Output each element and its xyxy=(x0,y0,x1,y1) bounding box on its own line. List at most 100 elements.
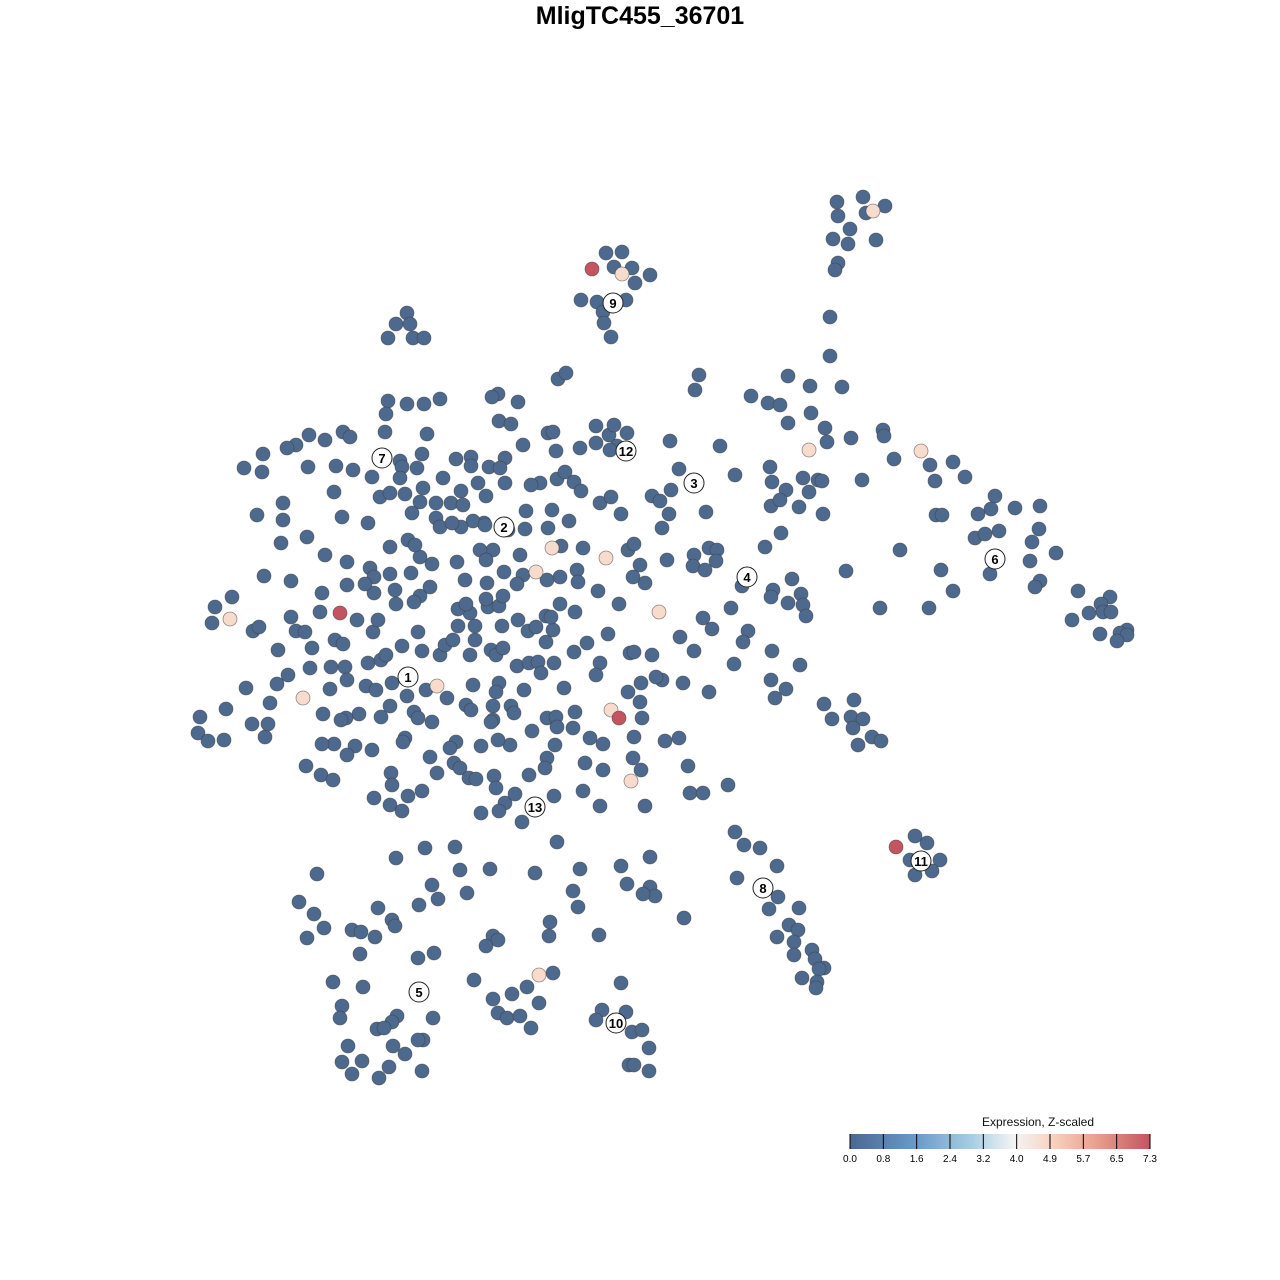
data-point xyxy=(382,698,398,714)
data-point xyxy=(549,834,565,850)
data-point xyxy=(352,946,368,962)
data-point xyxy=(855,189,871,205)
data-point xyxy=(494,618,510,634)
data-point xyxy=(256,568,272,584)
data-point xyxy=(575,783,591,799)
data-point xyxy=(784,571,800,587)
data-point xyxy=(484,389,500,405)
data-point xyxy=(415,480,431,496)
data-point xyxy=(544,502,560,518)
data-point xyxy=(224,589,240,605)
data-point xyxy=(540,520,556,536)
cluster-label-badge xyxy=(602,292,624,314)
data-point xyxy=(482,861,498,877)
data-point xyxy=(572,861,588,877)
data-point xyxy=(332,1010,348,1026)
data-point xyxy=(342,429,358,445)
data-point xyxy=(561,513,577,529)
data-point xyxy=(633,675,649,691)
cluster-label-badge xyxy=(752,877,774,899)
data-point xyxy=(635,886,651,902)
data-point xyxy=(429,765,445,781)
data-point xyxy=(1070,583,1086,599)
data-point xyxy=(627,275,643,291)
data-point xyxy=(450,618,466,634)
data-point xyxy=(773,525,789,541)
data-point xyxy=(207,599,223,615)
data-point xyxy=(388,850,404,866)
data-point xyxy=(260,716,276,732)
data-point xyxy=(216,732,232,748)
data-point xyxy=(945,454,961,470)
data-point xyxy=(872,600,888,616)
data-point xyxy=(275,495,291,511)
data-point xyxy=(254,464,270,480)
data-point xyxy=(913,443,929,459)
data-point xyxy=(465,677,481,693)
data-point xyxy=(808,980,824,996)
data-point xyxy=(1027,579,1043,595)
data-point xyxy=(519,979,535,995)
data-point xyxy=(829,194,845,210)
data-point xyxy=(422,749,438,765)
data-point xyxy=(575,540,591,556)
data-point xyxy=(573,292,589,308)
data-point xyxy=(399,688,415,704)
data-point xyxy=(824,711,840,727)
data-point xyxy=(977,526,993,542)
data-point xyxy=(222,611,238,627)
cluster-label-badge xyxy=(615,440,637,462)
data-point xyxy=(762,459,778,475)
cluster-label: 1 xyxy=(397,666,419,688)
data-point xyxy=(651,604,667,620)
data-point xyxy=(791,900,807,916)
data-point xyxy=(556,680,572,696)
data-point xyxy=(543,609,559,625)
data-point xyxy=(478,591,494,607)
data-point xyxy=(200,733,216,749)
data-point xyxy=(983,501,999,517)
data-point xyxy=(509,576,525,592)
data-point xyxy=(249,507,265,523)
legend-tick-label: 0.0 xyxy=(843,1154,857,1165)
points-layer xyxy=(190,189,1135,1086)
data-point xyxy=(506,705,522,721)
data-point xyxy=(322,681,338,697)
legend-tick-label: 3.2 xyxy=(976,1154,990,1165)
data-point xyxy=(613,506,629,522)
data-point xyxy=(412,494,428,510)
cluster-label-badge xyxy=(371,447,393,469)
data-point xyxy=(477,517,493,533)
data-point xyxy=(819,434,835,450)
data-point xyxy=(538,634,554,650)
data-point xyxy=(280,667,296,683)
data-point xyxy=(764,643,780,659)
data-point xyxy=(357,576,373,592)
data-point xyxy=(512,547,528,563)
data-point xyxy=(295,690,311,706)
data-point xyxy=(299,930,315,946)
data-point xyxy=(339,554,355,570)
cluster-label-text: 7 xyxy=(378,451,385,466)
data-point xyxy=(888,839,904,855)
data-point xyxy=(579,635,595,651)
data-point xyxy=(680,758,696,774)
data-point xyxy=(573,483,589,499)
data-point xyxy=(301,427,317,443)
data-point xyxy=(244,716,260,732)
cluster-label: 5 xyxy=(408,981,430,1003)
data-point xyxy=(945,583,961,599)
data-point xyxy=(1092,626,1108,642)
data-point xyxy=(366,790,382,806)
data-point xyxy=(767,690,783,706)
data-point xyxy=(957,469,973,485)
cluster-label-text: 11 xyxy=(914,854,928,869)
data-point xyxy=(354,1053,370,1069)
data-point xyxy=(380,393,396,409)
data-point xyxy=(736,837,752,853)
data-point xyxy=(752,840,768,856)
cluster-label-badge xyxy=(408,981,430,1003)
data-point xyxy=(410,624,426,640)
data-point xyxy=(577,755,593,771)
